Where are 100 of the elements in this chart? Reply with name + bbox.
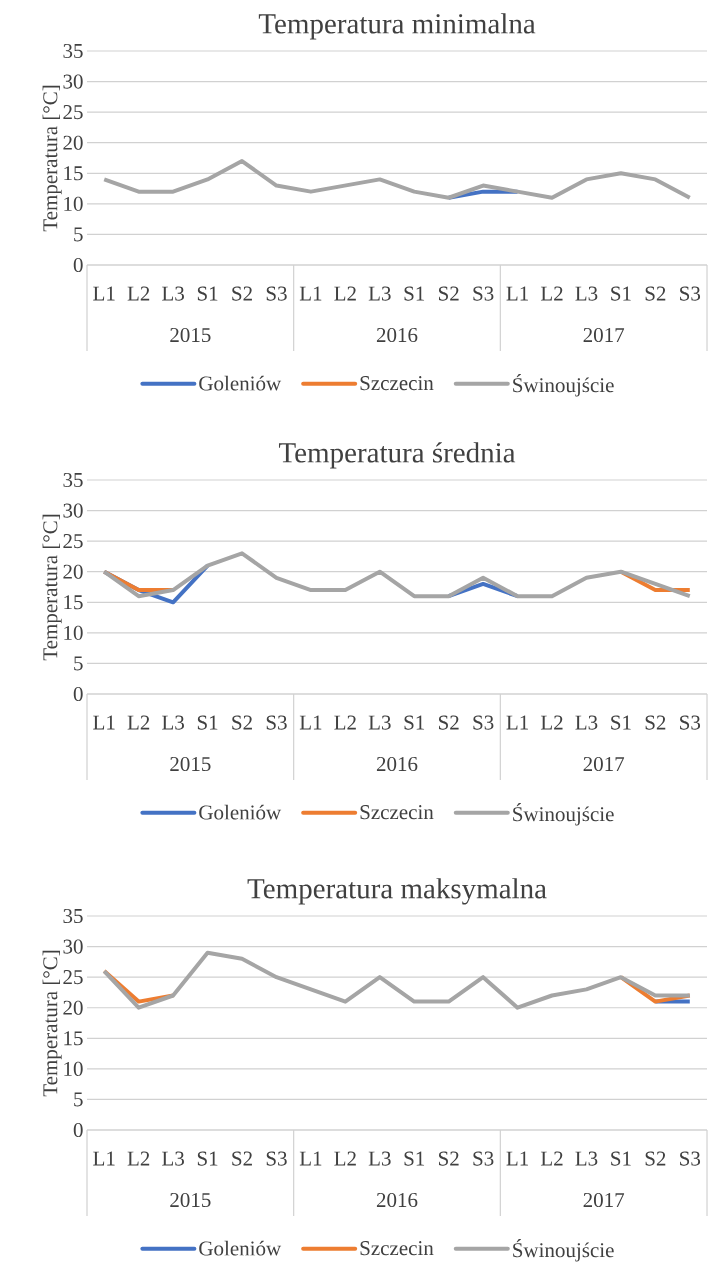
y-tick-label: 15 bbox=[64, 595, 83, 610]
x-tick-label: S2 bbox=[645, 1151, 666, 1166]
text: 2016 bbox=[376, 1192, 418, 1208]
x-tick-label: L2 bbox=[540, 715, 563, 730]
y-tick-label: 30 bbox=[63, 503, 83, 518]
legend-label: Goleniów bbox=[199, 804, 282, 820]
y-axis-title: Temperatura [°C] bbox=[42, 514, 62, 661]
y-tick-label: 10 bbox=[64, 196, 83, 211]
legend-label: Goleniów bbox=[199, 375, 282, 391]
y-tick-label: 30 bbox=[63, 939, 83, 954]
y-axis-title: Temperatura [°C] bbox=[42, 85, 62, 232]
x-tick-label: L3 bbox=[162, 715, 184, 730]
y-tick-label: 15 bbox=[64, 1031, 83, 1046]
x-tick-label: S3 bbox=[266, 715, 287, 730]
x-tick-label: S1 bbox=[197, 1151, 218, 1166]
y-tick-label: 5 bbox=[74, 1092, 83, 1107]
x-tick-label: L3 bbox=[368, 1151, 391, 1166]
x-tick-label: L2 bbox=[127, 1151, 150, 1166]
x-tick-label: L2 bbox=[540, 1151, 563, 1166]
x-tick-label: L3 bbox=[575, 286, 598, 301]
x-tick-label: L1 bbox=[299, 1151, 322, 1166]
legend-label: Świnoujście bbox=[513, 803, 614, 826]
x-tick-label: S3 bbox=[680, 1151, 701, 1166]
y-tick-label: 25 bbox=[63, 970, 83, 985]
y-tick-label: 20 bbox=[63, 135, 83, 150]
x-tick-label: L1 bbox=[299, 286, 322, 301]
y-tick-label: 25 bbox=[63, 534, 83, 549]
y-tick-label: 30 bbox=[63, 74, 83, 89]
x-tick-label: L1 bbox=[506, 715, 528, 730]
chart-title: Temperatura średnia bbox=[278, 442, 516, 469]
line-series bbox=[102, 551, 692, 599]
x-tick-label: S2 bbox=[645, 715, 666, 730]
y-tick-label: 0 bbox=[73, 686, 83, 702]
x-tick-label: S3 bbox=[266, 1151, 287, 1166]
x-tick-label: L2 bbox=[540, 286, 563, 301]
y-tick-label: 35 bbox=[63, 908, 83, 924]
chart-title: Temperatura minimalna bbox=[258, 13, 536, 40]
x-tick-label: L3 bbox=[162, 286, 184, 301]
x-tick-label: S2 bbox=[232, 286, 252, 301]
x-tick-label: S3 bbox=[473, 286, 494, 301]
y-tick-label: 5 bbox=[74, 656, 83, 671]
x-tick-label: S3 bbox=[473, 715, 494, 730]
x-tick-label: S1 bbox=[404, 286, 425, 301]
y-tick-label: 0 bbox=[73, 257, 83, 273]
x-tick-label: S3 bbox=[680, 286, 701, 301]
x-tick-label: S2 bbox=[645, 286, 666, 301]
x-tick-label: L2 bbox=[334, 286, 356, 301]
x-tick-label: L2 bbox=[334, 1151, 356, 1166]
chart-title: Temperatura maksymalna bbox=[247, 878, 547, 905]
x-tick-label: S1 bbox=[611, 715, 631, 730]
x-tick-label: L1 bbox=[93, 1151, 115, 1166]
x-tick-label: S3 bbox=[266, 286, 287, 301]
y-tick-label: 35 bbox=[63, 472, 83, 488]
x-tick-label: L2 bbox=[334, 715, 356, 730]
y-tick-label: 10 bbox=[64, 1061, 83, 1076]
x-tick-label: S1 bbox=[404, 715, 425, 730]
x-tick-label: L1 bbox=[506, 286, 528, 301]
y-axis-title: Temperatura [°C] bbox=[42, 950, 62, 1097]
x-tick-label: L3 bbox=[575, 1151, 598, 1166]
x-tick-label: L1 bbox=[506, 1151, 528, 1166]
x-tick-label: S2 bbox=[438, 1151, 459, 1166]
legend-label: Goleniów bbox=[199, 1240, 282, 1256]
x-tick-label: S2 bbox=[232, 715, 252, 730]
x-tick-label: L3 bbox=[162, 1151, 184, 1166]
text: 2017 bbox=[583, 756, 625, 772]
legend-label: Świnoujście bbox=[513, 1239, 614, 1262]
x-tick-label: S1 bbox=[611, 1151, 631, 1166]
x-tick-label: S1 bbox=[197, 286, 218, 301]
x-tick-label: S1 bbox=[611, 286, 631, 301]
text: 2016 bbox=[376, 756, 418, 772]
x-tick-label: L3 bbox=[368, 286, 391, 301]
y-tick-label: 20 bbox=[63, 564, 83, 579]
x-tick-label: S2 bbox=[438, 286, 459, 301]
y-tick-label: 10 bbox=[64, 625, 83, 640]
line-series bbox=[102, 950, 692, 1010]
text: 2015 bbox=[170, 327, 211, 343]
text: 2015 bbox=[170, 1192, 211, 1208]
x-tick-label: S3 bbox=[680, 715, 701, 730]
x-tick-label: L2 bbox=[127, 715, 150, 730]
x-tick-label: S2 bbox=[438, 715, 459, 730]
x-tick-label: L1 bbox=[93, 286, 115, 301]
y-tick-label: 0 bbox=[73, 1122, 83, 1138]
x-tick-label: S3 bbox=[473, 1151, 494, 1166]
x-tick-label: L1 bbox=[299, 715, 322, 730]
x-tick-label: S1 bbox=[197, 715, 218, 730]
text: 2017 bbox=[583, 327, 625, 343]
y-tick-label: 5 bbox=[74, 227, 83, 242]
y-tick-label: 25 bbox=[63, 105, 83, 120]
legend-label: Szczecin bbox=[360, 376, 434, 391]
y-tick-label: 15 bbox=[64, 166, 83, 181]
text: 2017 bbox=[583, 1192, 625, 1208]
x-tick-label: S1 bbox=[404, 1151, 425, 1166]
x-tick-label: L2 bbox=[127, 286, 150, 301]
text: 2016 bbox=[376, 327, 418, 343]
x-tick-label: L3 bbox=[368, 715, 391, 730]
legend-label: Szczecin bbox=[360, 1241, 434, 1256]
y-tick-label: 20 bbox=[63, 1000, 83, 1015]
legend-label: Świnoujście bbox=[513, 374, 614, 397]
x-tick-label: S2 bbox=[232, 1151, 252, 1166]
text: 2015 bbox=[170, 756, 211, 772]
